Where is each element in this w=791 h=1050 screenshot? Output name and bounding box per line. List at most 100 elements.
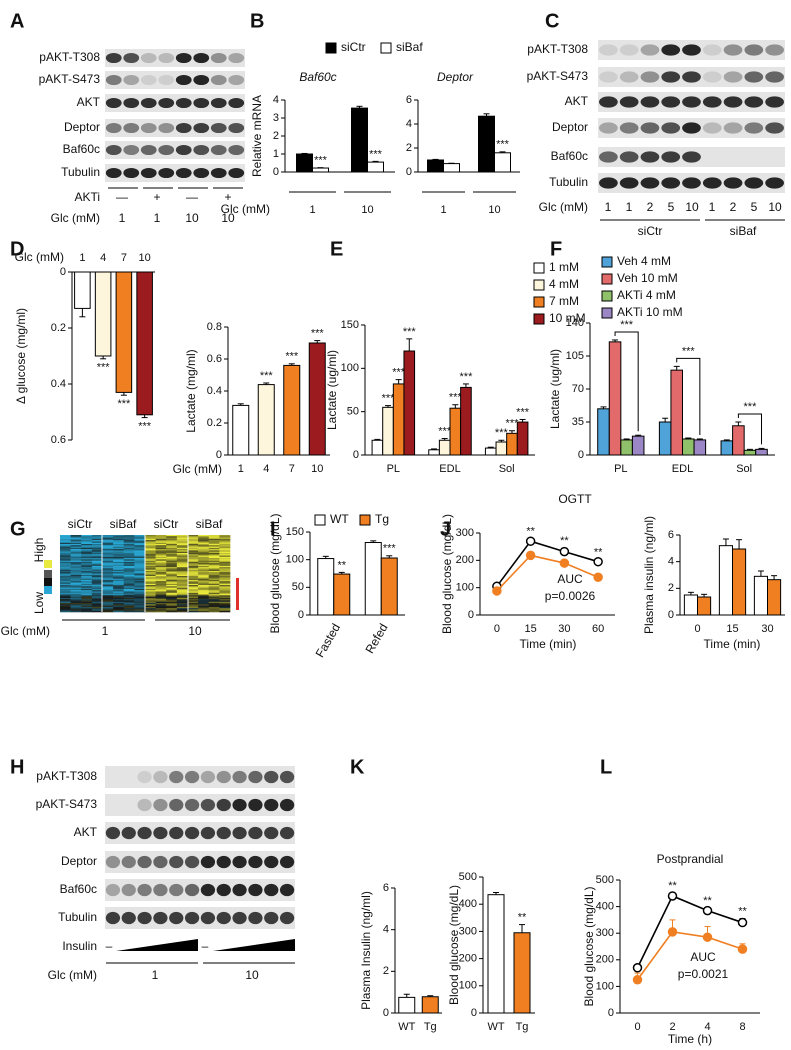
significance: ** — [560, 535, 569, 547]
heatmap-cell — [113, 591, 125, 594]
heatmap-cell — [134, 536, 146, 538]
heatmap-cell — [113, 601, 125, 604]
heatmap-cell — [102, 605, 114, 608]
heatmap-cell — [176, 541, 188, 543]
heatmap-cell — [123, 596, 135, 599]
heatmap-cell — [70, 582, 82, 585]
heatmap-cell — [145, 540, 156, 542]
heatmap-cell — [198, 558, 210, 560]
lane-label: — — [186, 190, 198, 204]
panel-label: D — [10, 238, 24, 260]
blot-band — [765, 122, 784, 134]
heatmap-cell — [187, 605, 199, 608]
heatmap-cell — [91, 578, 103, 581]
heatmap-cell — [208, 538, 220, 541]
bar — [421, 996, 439, 1014]
y-axis-label: Blood glucose (mg/dL) — [582, 886, 596, 1006]
blot-band — [216, 855, 231, 869]
heatmap-cell — [155, 564, 167, 567]
x-tick-label: 4 — [263, 463, 269, 475]
heatmap-cell — [60, 535, 71, 537]
blot-band — [765, 96, 784, 108]
blot-row-label: Deptor — [61, 854, 97, 868]
y-tick-label: 0 — [471, 1007, 477, 1019]
heatmap-cell — [134, 590, 146, 592]
heatmap-cell — [208, 568, 220, 570]
heatmap-cell — [102, 585, 114, 587]
y-tick-label: 4 — [273, 94, 279, 106]
bar — [767, 579, 782, 616]
heatmap-cell — [208, 549, 220, 551]
heatmap-cell — [70, 605, 82, 608]
legend-label: siBaf — [396, 40, 423, 54]
bar — [94, 271, 112, 357]
heatmap-cell — [81, 535, 93, 537]
blot-band — [619, 71, 639, 83]
bar — [513, 932, 531, 1014]
heatmap-cell — [176, 588, 188, 591]
y-tick-label: 2 — [668, 582, 674, 594]
point — [702, 905, 713, 916]
heatmap-cell — [134, 578, 146, 581]
x-tick-label: 1 — [79, 252, 85, 264]
heatmap-cell — [145, 605, 156, 608]
heatmap-cell — [219, 573, 231, 576]
panel-label: K — [350, 756, 365, 778]
heatmap-cell — [81, 568, 93, 570]
blot-row-label: Baf60c — [60, 882, 97, 896]
heatmap-cell — [113, 603, 125, 605]
heatmap-cell — [81, 600, 93, 603]
point — [632, 963, 643, 973]
heatmap-cell — [123, 546, 135, 549]
heatmap-cell — [198, 565, 210, 568]
heatmap-cell — [166, 577, 178, 579]
heatmap-cell — [81, 576, 93, 578]
heatmap-cell — [155, 546, 167, 549]
heatmap-cell — [70, 570, 82, 573]
heatmap-cell — [81, 610, 93, 613]
heatmap-cell — [60, 606, 71, 609]
blot-band — [200, 770, 216, 784]
bar — [449, 407, 462, 456]
heatmap-cell — [166, 582, 178, 585]
heatmap-cell — [123, 608, 135, 610]
heatmap-cell — [198, 568, 210, 570]
heatmap-cell — [145, 576, 156, 578]
heatmap-cell — [134, 609, 146, 612]
bar — [364, 542, 382, 616]
heatmap-cell — [155, 561, 167, 564]
heatmap-cell — [176, 586, 188, 588]
x-tick-label: 15 — [726, 623, 738, 635]
heatmap-cell — [198, 550, 210, 552]
heatmap-cell — [166, 588, 178, 591]
heatmap-cell — [145, 592, 156, 595]
heatmap-cell — [145, 608, 156, 610]
heatmap-cell — [70, 560, 82, 563]
heatmap-cell — [113, 564, 125, 567]
heatmap-cell — [102, 592, 114, 595]
heatmap-cell — [113, 579, 125, 582]
heatmap-cell — [198, 573, 210, 576]
heatmap-cell — [166, 576, 178, 578]
heatmap-cell — [208, 572, 220, 574]
heatmap-cell — [187, 556, 199, 559]
heatmap-cell — [187, 599, 199, 601]
heatmap-cell — [145, 590, 156, 592]
heatmap-cell — [102, 588, 114, 591]
y-tick-label: 0 — [216, 449, 222, 461]
blot-band — [137, 855, 152, 869]
heatmap-cell — [187, 555, 199, 558]
heatmap-cell — [113, 555, 125, 558]
heatmap-cell — [81, 560, 93, 563]
heatmap-cell — [81, 569, 93, 572]
heatmap-cell — [102, 569, 114, 572]
heatmap-cell — [60, 552, 71, 555]
lane-label: — — [116, 190, 128, 204]
heatmap-cell — [198, 597, 210, 600]
blot-band — [232, 911, 247, 925]
blot-band — [137, 770, 152, 784]
heatmap-cell — [113, 583, 125, 586]
heatmap-cell — [145, 551, 156, 554]
heatmap-cell — [60, 559, 71, 561]
bracket — [676, 357, 701, 435]
